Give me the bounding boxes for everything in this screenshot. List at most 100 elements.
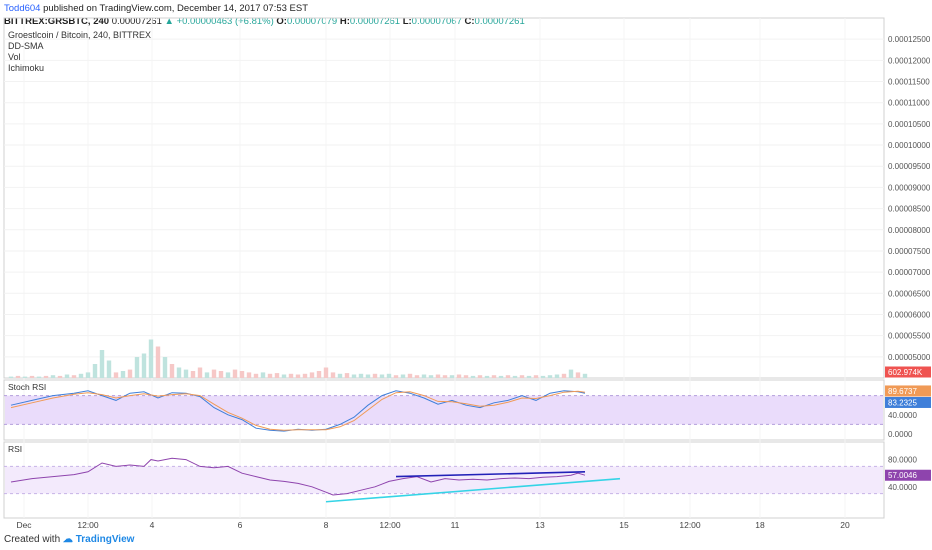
volume-bar [533, 375, 539, 378]
price-tick-label: 0.00006000 [888, 310, 931, 319]
stoch-d-line [10, 390, 586, 431]
volume-bar [43, 375, 49, 378]
rsi-pane-frame [3, 441, 885, 519]
volume-bar [204, 372, 210, 378]
stoch-k-badge-label: 83.2325 [888, 398, 917, 407]
volume-bar [92, 364, 98, 378]
time-tick-label: 20 [840, 520, 850, 530]
volume-bar [134, 357, 140, 378]
stoch-d-badge-label: 89.6737 [888, 387, 917, 396]
rsi-badge [885, 469, 931, 481]
price-tick-label: 0.00008500 [888, 205, 931, 214]
price-tick-label: 0.00011000 [888, 99, 930, 108]
volume-bar [141, 353, 147, 378]
volume-bar [582, 373, 588, 378]
volume-bar [281, 374, 287, 378]
volume-bar [568, 369, 574, 378]
volume-bar [428, 375, 434, 378]
volume-bar [183, 369, 189, 378]
volume-bar [561, 373, 567, 378]
volume-bar [232, 369, 238, 378]
volume-bar [344, 373, 350, 378]
stoch-pane-frame [3, 379, 885, 441]
time-tick-label: Dec [16, 520, 32, 530]
volume-bar [22, 376, 28, 378]
high-value: 0.00007261 [349, 16, 401, 27]
volume-bar [15, 375, 21, 378]
chart-header: Todd604 published on TradingView.com, De… [4, 2, 525, 28]
up-arrow-icon: ▲ [164, 16, 174, 27]
volume-bar [379, 374, 385, 378]
volume-bar [274, 373, 280, 378]
rsi-trendline-cyan [325, 477, 621, 503]
price-tick-label: 0.00012500 [888, 35, 931, 44]
price-tick-label: 0.00005500 [888, 332, 931, 341]
time-tick-label: 6 [238, 520, 243, 530]
symbol-label: BITTREX:GRSBTC, 240 [4, 16, 110, 27]
volume-bar [113, 372, 119, 378]
volume-bar [99, 350, 105, 378]
volume-bar [330, 372, 336, 378]
volume-bar [358, 373, 364, 378]
footer-brand[interactable]: TradingView [75, 534, 135, 545]
open-label: O: [276, 16, 287, 27]
price-tick-label: 0.00007000 [888, 268, 931, 277]
volume-bar [323, 367, 329, 378]
publish-info: published on TradingView.com, December 1… [43, 3, 309, 14]
volume-bar [29, 375, 35, 378]
price-pane-frame [3, 17, 885, 379]
price-change: +0.00000463 (+6.81%) [176, 16, 274, 27]
legend-title: Groestlcoin / Bitcoin, 240, BITTREX [8, 30, 151, 40]
volume-bar [288, 373, 294, 378]
volume-bar [470, 375, 476, 378]
rsi-badge-label: 57.0046 [888, 471, 917, 480]
volume-bar [260, 372, 266, 378]
volume-bar [442, 375, 448, 378]
volume-bar [225, 372, 231, 378]
time-tick-label: 13 [535, 520, 545, 530]
volume-bar [393, 375, 399, 378]
rsi-trendline-blue [395, 471, 586, 478]
volume-bar [435, 374, 441, 378]
tradingview-logo-icon[interactable]: ☁ [62, 534, 73, 545]
author-link[interactable]: Todd604 [4, 3, 41, 14]
price-tick-label: 0.00009500 [888, 162, 931, 171]
price-tick-label: 0.00008000 [888, 226, 931, 235]
volume-bar [253, 373, 259, 378]
time-tick-label: 12:00 [379, 520, 401, 530]
volume-bar [71, 375, 77, 378]
legend-item-dd-sma: DD-SMA [8, 41, 44, 51]
volume-bar [302, 373, 308, 378]
volume-bar [267, 373, 273, 378]
volume-bar [407, 373, 413, 378]
volume-bar [309, 372, 315, 378]
volume-bar [449, 375, 455, 378]
volume-bar [316, 371, 322, 378]
price-tick-label: 0.00006500 [888, 289, 931, 298]
volume-bar [127, 369, 133, 378]
volume-bar [386, 373, 392, 378]
price-badge [885, 366, 931, 378]
volume-bar [148, 339, 154, 378]
volume-bar [547, 375, 553, 378]
time-tick-label: 8 [324, 520, 329, 530]
last-price: 0.00007261 [111, 16, 162, 27]
volume-bar [120, 371, 126, 378]
volume-bar [36, 376, 42, 378]
volume-bar [8, 376, 14, 378]
price-tick-label: 0.00012000 [888, 56, 931, 65]
rsi-line [10, 457, 586, 496]
volume-bar [176, 367, 182, 378]
high-label: H: [339, 16, 350, 27]
volume-bar [162, 357, 168, 378]
time-tick-label: 11 [451, 520, 460, 530]
volume-bar [372, 373, 378, 378]
stoch-band [5, 395, 883, 425]
volume-bar [575, 372, 581, 378]
volume-bar [526, 375, 532, 378]
rsi-tick-label: 40.0000 [888, 483, 917, 492]
volume-bar [85, 372, 91, 378]
stoch-tick-label: 0.0000 [888, 430, 913, 439]
volume-bar [106, 360, 112, 378]
